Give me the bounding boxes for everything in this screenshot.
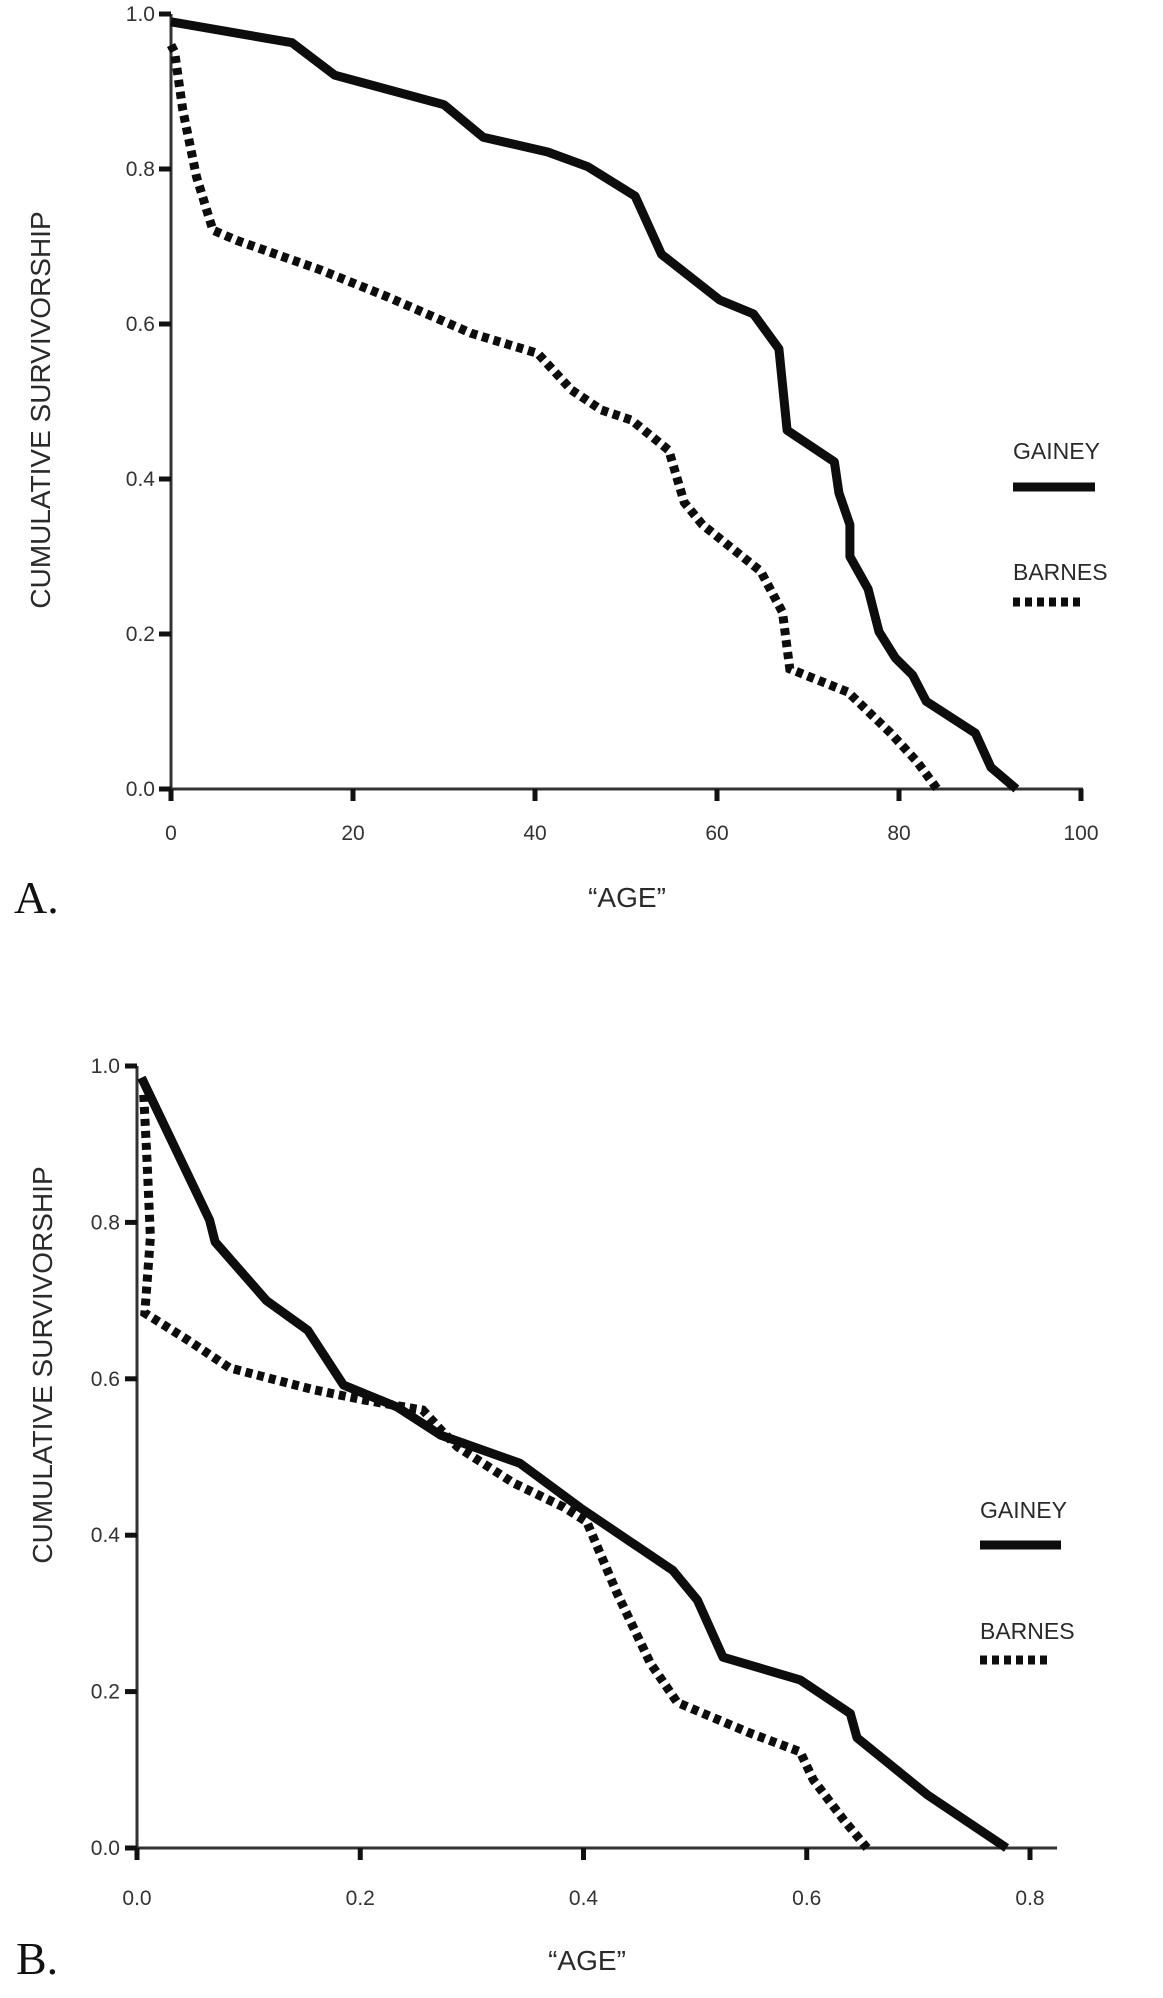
panel-a-y-axis-title: CUMULATIVE SURVIVORSHIP bbox=[25, 211, 56, 608]
panel-a-x-axis-title: “AGE” bbox=[588, 882, 666, 913]
panel-b-y-tick-label: 0.6 bbox=[91, 1368, 120, 1391]
panel-a-y-tick-label: 1.0 bbox=[126, 3, 155, 26]
panel-a-y-tick-label: 0.6 bbox=[126, 313, 155, 336]
panel-a-y-tick-label: 0.0 bbox=[126, 778, 155, 801]
panel-a-y-tick-label: 0.2 bbox=[126, 623, 155, 646]
panel-a-series-gainey-line bbox=[170, 17, 1020, 793]
legend-label-gainey: GAINEY bbox=[1013, 438, 1100, 464]
legend-label-gainey: GAINEY bbox=[980, 1497, 1067, 1523]
panel-b-y-axis-title: CUMULATIVE SURVIVORSHIP bbox=[27, 1166, 58, 1563]
panel-b-y-tick-label: 0.0 bbox=[91, 1837, 120, 1860]
panel-b-y-tick-label: 0.2 bbox=[91, 1681, 120, 1704]
panel-b-x-axis-title: “AGE” bbox=[548, 1945, 626, 1976]
panel-a-x-tick-label: 60 bbox=[705, 822, 728, 845]
panel-a-series-barnes-line bbox=[166, 42, 941, 792]
panel-b-x-tick-label: 0.6 bbox=[792, 1887, 821, 1910]
panel-b-label: B. bbox=[16, 1933, 58, 1984]
panel-a-y-tick-label: 0.4 bbox=[126, 468, 156, 491]
panel-a-chart: 0 20 40 60 80 100 0.0 0.2 0.4 0.6 0.8 1.0 CUMULATIV… bbox=[14, 3, 1108, 923]
panel-a-x-tick-label: 80 bbox=[887, 822, 910, 845]
legend-label-barnes: BARNES bbox=[980, 1618, 1075, 1644]
panel-b-plot-area: 0.0 0.2 0.4 0.6 0.8 0.0 0.2 0.4 0.6 0.8 1.0 bbox=[91, 1055, 1057, 1910]
panel-b-x-tick-label: 0.2 bbox=[346, 1887, 375, 1910]
panel-b-y-tick-label: 0.4 bbox=[91, 1524, 121, 1547]
panel-a-x-tick-label: 100 bbox=[1063, 822, 1098, 845]
panel-b-x-tick-label: 0.8 bbox=[1015, 1887, 1044, 1910]
panel-a-label: A. bbox=[14, 872, 59, 923]
panel-b-y-tick-label: 0.8 bbox=[91, 1211, 120, 1234]
legend-label-barnes: BARNES bbox=[1013, 559, 1108, 585]
panel-b-series-gainey-line bbox=[137, 1075, 1010, 1852]
panel-a-plot-area: 0 20 40 60 80 100 0.0 0.2 0.4 0.6 0.8 1.0 bbox=[126, 3, 1099, 845]
panel-a-legend: GAINEY BARNES bbox=[1013, 438, 1108, 607]
panel-a-x-tick-label: 0 bbox=[165, 822, 177, 845]
panel-b-legend: GAINEY BARNES bbox=[980, 1497, 1075, 1665]
panel-b-series-barnes-line bbox=[139, 1094, 871, 1851]
panel-b-x-tick-label: 0.0 bbox=[122, 1887, 151, 1910]
panel-a-x-tick-label: 40 bbox=[523, 822, 546, 845]
panel-a-y-tick-label: 0.8 bbox=[126, 158, 155, 181]
panel-b-x-tick-label: 0.4 bbox=[569, 1887, 599, 1910]
panel-a-x-tick-label: 20 bbox=[341, 822, 364, 845]
panel-b-y-tick-label: 1.0 bbox=[91, 1055, 120, 1078]
panel-b-chart: 0.0 0.2 0.4 0.6 0.8 0.0 0.2 0.4 0.6 0.8 1.0 CUMULA… bbox=[16, 1055, 1075, 1984]
